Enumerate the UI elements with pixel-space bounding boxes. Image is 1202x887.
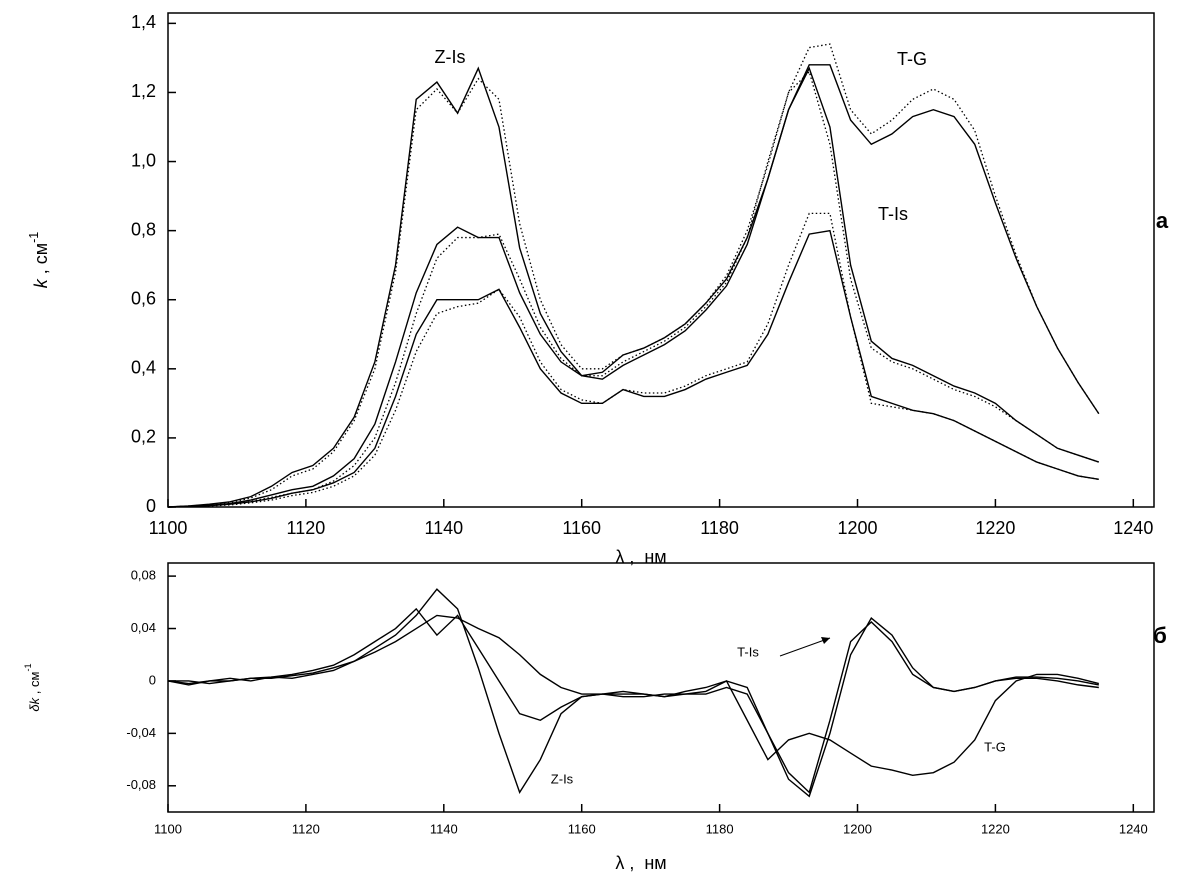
annotation: Z-Is [551, 771, 574, 786]
x-tick-label: 1160 [568, 821, 596, 836]
x-tick-label: 1100 [149, 518, 188, 538]
y-axis-exponent: -1 [27, 232, 41, 243]
x-tick-label: 1120 [292, 821, 320, 836]
x-tick-label: 1200 [843, 821, 872, 836]
x-tick-label: 1100 [154, 821, 182, 836]
annotation: Z-Is [435, 47, 466, 67]
x-tick-label: 1240 [1119, 821, 1148, 836]
y-axis-symbol: k [31, 278, 51, 288]
data-line [167, 64, 1100, 508]
y-axis-unit: , см [31, 243, 51, 279]
y-tick-label: 0,04 [131, 620, 156, 635]
arrow-head [821, 637, 830, 644]
y-axis-unit: , см [27, 671, 42, 697]
y-tick-label: -0,04 [126, 725, 156, 740]
x-tick-label: 1140 [424, 518, 463, 538]
x-axis-label: λ , нм [615, 547, 666, 567]
x-tick-label: 1120 [287, 518, 326, 538]
y-tick-label: 1,4 [131, 12, 156, 32]
y-tick-label: 0,4 [131, 358, 156, 378]
data-line [167, 212, 1099, 508]
x-tick-label: 1200 [837, 518, 877, 538]
y-tick-label: 0 [149, 672, 156, 687]
data-line [167, 229, 1099, 508]
data-line [167, 70, 1100, 508]
y-tick-label: 0,8 [131, 219, 156, 239]
y-tick-label: 0,2 [131, 427, 156, 447]
y-axis-exponent: -1 [23, 663, 33, 671]
y-tick-label: 0,08 [131, 568, 156, 583]
y-axis-symbol: δk [27, 696, 42, 711]
y-axis-label: δk , см-1 [23, 663, 42, 711]
y-tick-label: -0,08 [126, 777, 156, 792]
y-tick-label: 1,2 [131, 81, 156, 101]
x-tick-label: 1240 [1113, 518, 1153, 538]
x-tick-label: 1180 [700, 518, 739, 538]
plot-frame [167, 12, 1155, 508]
annotation: T-Is [878, 204, 908, 224]
x-tick-label: 1160 [562, 518, 601, 538]
annotation: T-G [984, 739, 1006, 754]
y-tick-label: 0 [146, 496, 156, 516]
y-tick-label: 1,0 [131, 150, 156, 170]
annotation: T-Is [737, 644, 759, 659]
panel-label: б [1153, 623, 1167, 648]
annotation: T-G [897, 49, 927, 69]
y-axis-label: k , см-1 [27, 232, 50, 289]
data-line [168, 614, 1099, 798]
annotation-arrow [779, 637, 831, 657]
x-tick-label: 1220 [981, 821, 1010, 836]
x-tick-label: 1180 [706, 821, 734, 836]
y-tick-label: 0,6 [131, 288, 156, 308]
data-line [167, 607, 1100, 777]
x-tick-label: 1140 [430, 821, 458, 836]
panel-label: а [1156, 208, 1169, 233]
x-axis-label: λ , нм [615, 853, 666, 873]
data-line [167, 66, 1100, 508]
plot-frame [167, 562, 1155, 813]
data-line [167, 43, 1100, 508]
x-tick-label: 1220 [975, 518, 1015, 538]
